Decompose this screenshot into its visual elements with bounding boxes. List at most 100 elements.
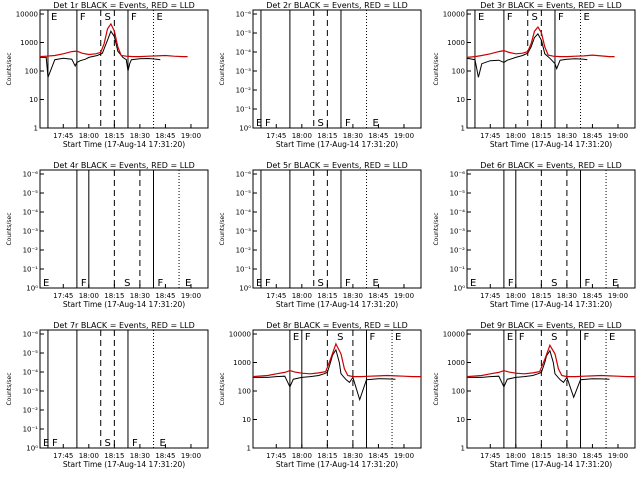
panel-6-y-tick-label: 10⁻⁶ — [450, 171, 466, 179]
panel-2-y-tick-label: 10⁻² — [236, 87, 252, 95]
panel-2-x-tick-label: 19:00 — [394, 132, 414, 140]
panel-3-series-events — [466, 33, 588, 78]
panel-7-x-tick-label: 18:45 — [155, 452, 175, 460]
panel-7-axes — [39, 329, 209, 449]
panel-5-interval-label: S — [318, 278, 324, 289]
panel-2-x-tick-label: 17:45 — [266, 132, 286, 140]
panel-5-interval-label: E — [373, 278, 379, 289]
panel-9-x-tick-label: 18:15 — [531, 452, 551, 460]
panel-5-ylabel: Counts/sec — [219, 212, 226, 245]
panel-1-interval-label: F — [80, 12, 86, 23]
panel-4-x-tick-label: 18:45 — [155, 292, 175, 300]
panel-9-title: Det 9r BLACK = Events, RED = LLD — [480, 321, 622, 330]
panel-1-title: Det 1r BLACK = Events, RED = LLD — [53, 1, 195, 10]
panel-1-axes — [39, 9, 209, 129]
panel-1-y-tick-label: 1 — [34, 125, 38, 133]
panel-4-ylabel: Counts/sec — [6, 212, 13, 245]
panel-3-interval-label: E — [478, 12, 484, 23]
panel-4-interval-label: E — [43, 278, 49, 289]
panel-2-interval-label: E — [256, 118, 262, 129]
panel-3-axes — [466, 9, 636, 129]
panel-6-interval-label: S — [551, 278, 557, 289]
panel-1: Det 1r BLACK = Events, RED = LLD 17:45 18:… — [6, 1, 209, 149]
panel-9-interval-label: E — [507, 332, 513, 343]
panel-8-interval-label: F — [305, 332, 311, 343]
panel-7-ylabel: Counts/sec — [6, 372, 13, 405]
panel-2-interval-label: S — [318, 118, 324, 129]
panel-3-y-tick-label: 1 — [461, 125, 465, 133]
panel-5-y-tick-label: 10⁻⁵ — [236, 190, 252, 198]
panel-6-interval-label: F — [508, 278, 514, 289]
panel-9-interval-label: F — [519, 332, 525, 343]
panel-6: Det 6r BLACK = Events, RED = LLD 17:45 18:… — [433, 161, 636, 309]
panel-4-xlabel: Start Time (17-Aug-14 17:31:20) — [63, 300, 185, 309]
panel-6-x-tick-label: 18:15 — [531, 292, 551, 300]
panel-7-interval-label: F — [52, 438, 58, 449]
panel-9-x-tick-label: 17:45 — [480, 452, 500, 460]
panel-6-x-tick-label: 18:00 — [506, 292, 526, 300]
panel-6-x-tick-label: 18:30 — [557, 292, 577, 300]
panel-8-x-tick-label: 18:45 — [368, 452, 388, 460]
panel-1-ylabel: Counts/sec — [6, 52, 13, 85]
panel-5-y-tick-label: 10⁻¹ — [236, 266, 252, 274]
panel-2-interval-label: F — [265, 118, 271, 129]
panel-8-ylabel: Counts/sec — [219, 372, 226, 405]
panel-8-interval-label: E — [293, 332, 299, 343]
panel-2: Det 2r BLACK = Events, RED = LLD 17:45 18:… — [219, 1, 422, 149]
panel-3-x-tick-label: 18:00 — [506, 132, 526, 140]
panel-5-interval-label: F — [345, 278, 351, 289]
panel-4-y-tick-label: 10⁻³ — [23, 228, 39, 236]
panel-6-interval-label: E — [612, 278, 618, 289]
panel-5-x-tick-label: 17:45 — [266, 292, 286, 300]
panel-6-y-tick-label: 10⁻⁵ — [450, 190, 466, 198]
panel-1-interval-label: S — [105, 12, 111, 23]
panel-3: Det 3r BLACK = Events, RED = LLD 17:45 18:… — [433, 1, 636, 149]
panel-4-x-tick-label: 18:30 — [130, 292, 150, 300]
panel-9-xlabel: Start Time (17-Aug-14 17:31:20) — [490, 460, 612, 469]
panel-7-x-tick-label: 18:15 — [104, 452, 124, 460]
panel-1-x-tick-label: 18:45 — [155, 132, 175, 140]
panel-8: Det 8r BLACK = Events, RED = LLD 17:45 18:… — [219, 321, 422, 469]
panel-7-title: Det 7r BLACK = Events, RED = LLD — [53, 321, 195, 330]
panel-9-interval-label: F — [584, 332, 590, 343]
panel-3-title: Det 3r BLACK = Events, RED = LLD — [480, 1, 622, 10]
panel-9-y-tick-label: 1000 — [447, 359, 465, 367]
panel-3-ylabel: Counts/sec — [433, 52, 440, 85]
panel-2-x-tick-label: 18:30 — [343, 132, 363, 140]
panel-8-interval-label: E — [395, 332, 401, 343]
panel-4: Det 4r BLACK = Events, RED = LLD 17:45 18:… — [6, 161, 209, 309]
panel-5-y-tick-label: 10⁻⁴ — [236, 209, 252, 217]
panel-4-x-tick-label: 17:45 — [53, 292, 73, 300]
panel-1-interval-label: F — [131, 12, 137, 23]
panel-9-y-tick-label: 10000 — [443, 331, 465, 339]
panel-4-title: Det 4r BLACK = Events, RED = LLD — [53, 161, 195, 170]
panel-5-y-tick-label: 10⁻⁶ — [236, 171, 252, 179]
panel-3-xlabel: Start Time (17-Aug-14 17:31:20) — [490, 140, 612, 149]
panel-1-interval-label: E — [51, 12, 57, 23]
panel-2-title: Det 2r BLACK = Events, RED = LLD — [266, 1, 408, 10]
panel-2-y-tick-label: 10⁻³ — [236, 68, 252, 76]
panel-6-interval-label: E — [470, 278, 476, 289]
panel-3-interval-label: E — [584, 12, 590, 23]
panel-5-interval-label: E — [256, 278, 262, 289]
panel-6-xlabel: Start Time (17-Aug-14 17:31:20) — [490, 300, 612, 309]
panel-1-x-tick-label: 18:00 — [79, 132, 99, 140]
panel-6-y-tick-label: 10⁰ — [453, 285, 465, 293]
panel-4-interval-label: E — [185, 278, 191, 289]
panel-5-x-tick-label: 18:00 — [292, 292, 312, 300]
panel-9-interval-label: E — [609, 332, 615, 343]
panel-7-interval-label: E — [160, 438, 166, 449]
panel-8-interval-label: S — [337, 332, 343, 343]
panel-3-y-tick-label: 10000 — [443, 11, 465, 19]
panel-3-y-tick-label: 100 — [452, 68, 465, 76]
panel-2-y-tick-label: 10⁻¹ — [236, 106, 252, 114]
panel-8-x-tick-label: 18:00 — [292, 452, 312, 460]
panel-6-ylabel: Counts/sec — [433, 212, 440, 245]
panel-7-y-tick-label: 10⁻¹ — [23, 426, 39, 434]
panel-8-x-tick-label: 18:30 — [343, 452, 363, 460]
panel-6-x-tick-label: 19:00 — [608, 292, 628, 300]
panel-1-y-tick-label: 1000 — [20, 39, 38, 47]
panel-2-y-tick-label: 10⁻⁵ — [236, 30, 252, 38]
panel-7-interval-label: F — [132, 438, 138, 449]
panel-6-axes — [466, 169, 636, 289]
